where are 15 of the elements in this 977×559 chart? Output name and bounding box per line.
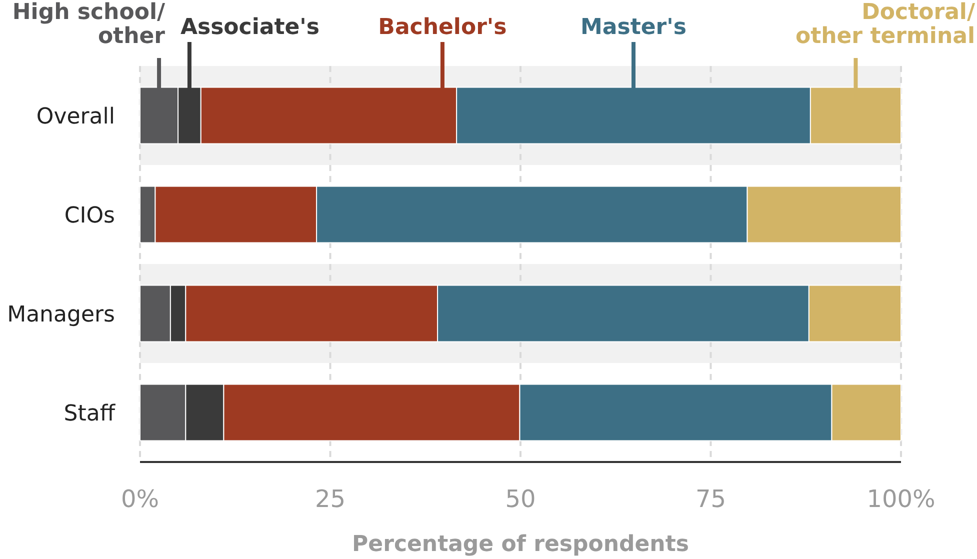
y-tick-label: Overall bbox=[36, 104, 115, 130]
series-label: Doctoral/other terminal bbox=[795, 0, 976, 49]
text: Bachelor's bbox=[378, 15, 507, 40]
x-axis-title: Percentage of respondents bbox=[352, 532, 689, 557]
x-tick-label: 0% bbox=[120, 485, 160, 513]
x-tick-label: 75 bbox=[695, 485, 726, 513]
y-tick-label: Staff bbox=[64, 402, 116, 426]
text: Associate's bbox=[180, 15, 320, 40]
y-tick-label: CIOs bbox=[64, 204, 115, 228]
x-tick-label: 50 bbox=[505, 485, 536, 513]
text: Master's bbox=[580, 15, 686, 40]
x-tick-label: 100% bbox=[866, 485, 936, 513]
y-tick-label: Managers bbox=[7, 302, 115, 328]
series-label: High school/other bbox=[12, 0, 166, 49]
x-tick-label: 25 bbox=[314, 485, 346, 513]
